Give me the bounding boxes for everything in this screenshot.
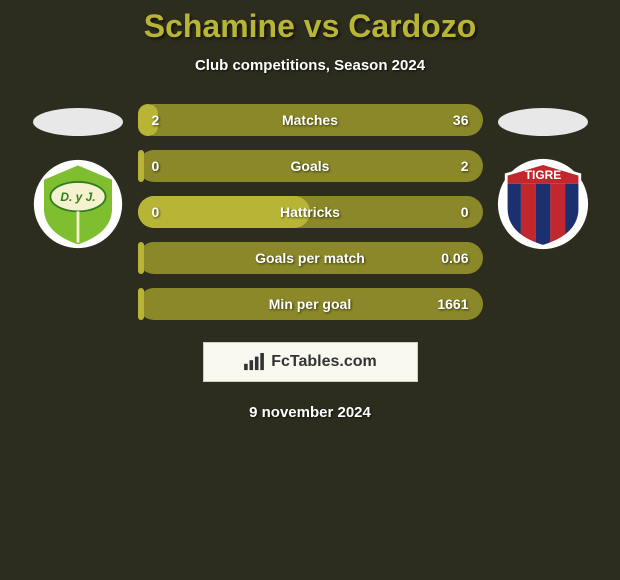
date-text: 9 november 2024 <box>0 404 620 421</box>
right-team-col: TIGRE <box>493 104 593 250</box>
stat-value-right: 0.06 <box>441 250 468 266</box>
stat-row: 2 Matches 36 <box>138 104 483 136</box>
left-team-col: D. y J. <box>28 104 128 250</box>
bar-chart-icon <box>243 353 265 371</box>
stat-row: 0 Hattricks 0 <box>138 196 483 228</box>
stat-row: 0 Goals 2 <box>138 150 483 182</box>
stat-label: Min per goal <box>269 296 351 312</box>
source-text: FcTables.com <box>271 353 377 371</box>
stat-label: Hattricks <box>280 204 340 220</box>
stat-fill <box>138 150 145 182</box>
subtitle: Club competitions, Season 2024 <box>0 57 620 74</box>
team-shield-right: TIGRE <box>497 158 589 250</box>
player-placeholder-left <box>33 108 123 136</box>
stat-value-right: 36 <box>453 112 469 128</box>
stat-value-left: 0 <box>152 204 160 220</box>
stat-label: Goals <box>291 158 330 174</box>
stat-value-right: 1661 <box>437 296 468 312</box>
stat-fill <box>138 288 145 320</box>
stat-label: Matches <box>282 112 338 128</box>
stats-list: 2 Matches 36 0 Goals 2 0 Hattricks 0 Goals per ma… <box>138 104 483 320</box>
page-title: Schamine vs Cardozo <box>0 8 620 45</box>
stat-value-right: 2 <box>461 158 469 174</box>
stat-row: Min per goal 1661 <box>138 288 483 320</box>
source-attribution[interactable]: FcTables.com <box>203 342 418 382</box>
stat-value-left: 0 <box>152 158 160 174</box>
comparison-card: Schamine vs Cardozo Club competitions, S… <box>0 0 620 421</box>
stat-value-right: 0 <box>461 204 469 220</box>
stat-row: Goals per match 0.06 <box>138 242 483 274</box>
comparison-body: D. y J. 2 Matches 36 0 Goals 2 0 Hattricks 0 Goal… <box>0 104 620 320</box>
shield-text-left: D. y J. <box>60 190 95 204</box>
team-shield-left: D. y J. <box>32 158 124 250</box>
stat-fill <box>138 242 145 274</box>
player-placeholder-right <box>498 108 588 136</box>
stat-label: Goals per match <box>255 250 365 266</box>
shield-text-right: TIGRE <box>524 168 561 182</box>
stat-value-left: 2 <box>152 112 160 128</box>
